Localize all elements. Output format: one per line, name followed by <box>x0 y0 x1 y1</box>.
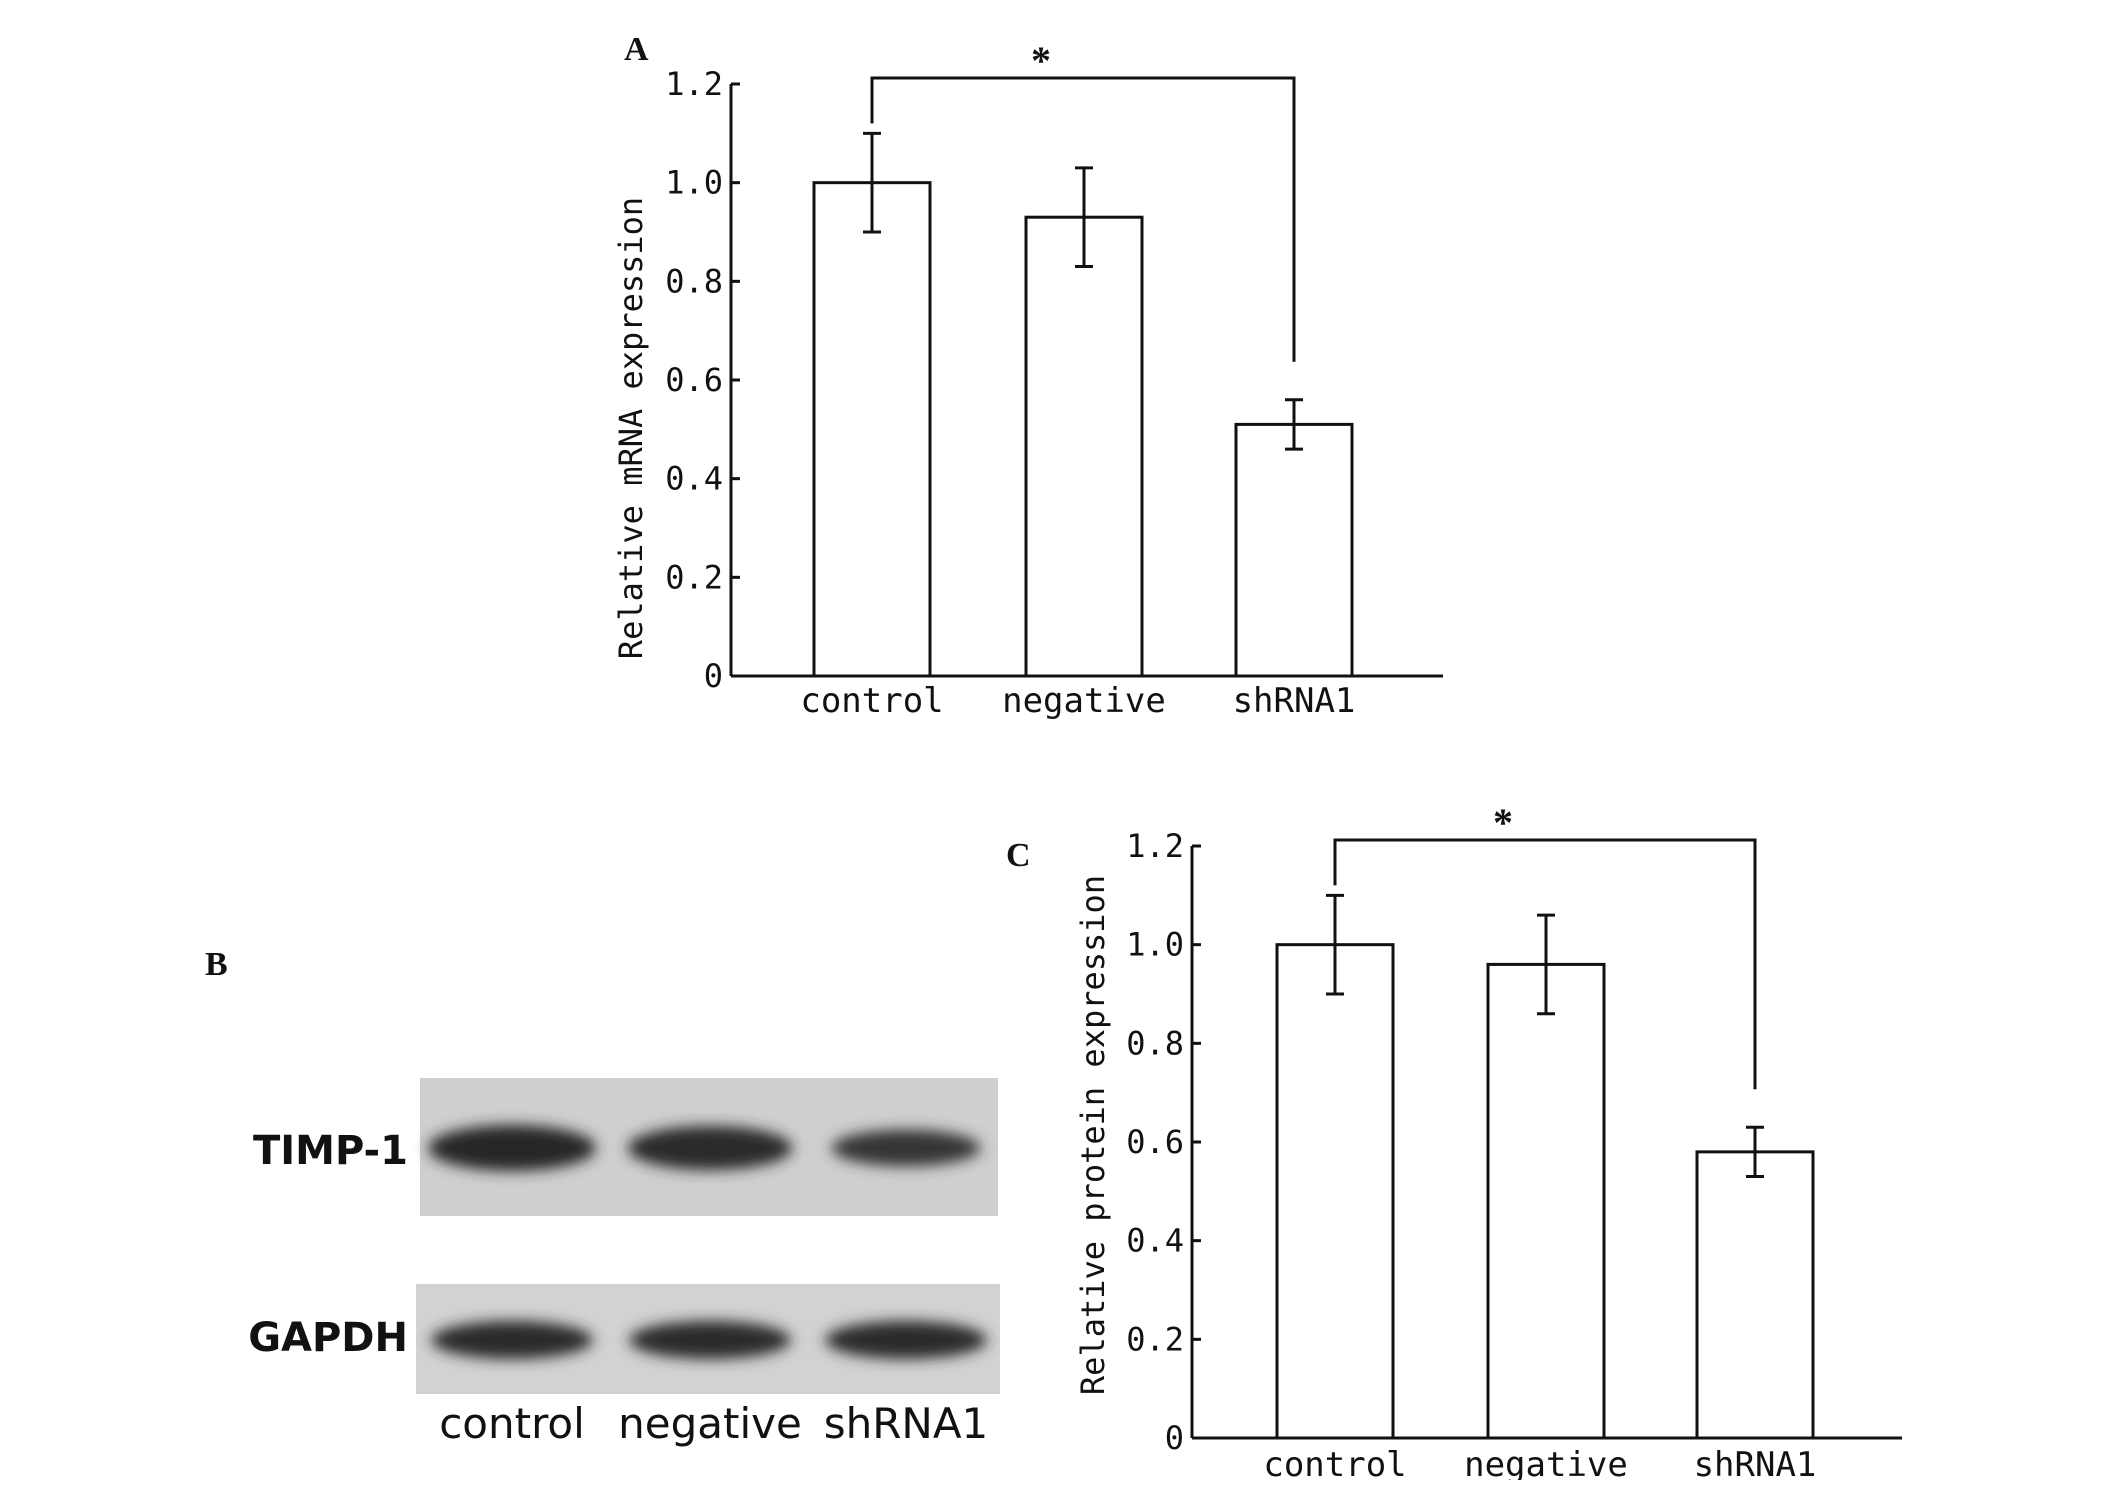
chart-c: Relative protein expression 0 0.2 0.4 0.6 0.… <box>1074 800 1902 1485</box>
blot-label-gapdh: GAPDH <box>248 1315 408 1361</box>
chart-a-y-tick-label: 0 <box>704 657 723 695</box>
chart-c-y-tick-label: 0 <box>1165 1419 1184 1457</box>
chart-c-significance-star: * <box>1493 800 1513 845</box>
chart-a-y-tick-label: 0.4 <box>665 460 723 498</box>
blot-lane-label-control: control <box>439 1399 585 1448</box>
chart-c-y-axis-title: Relative protein expression <box>1074 875 1112 1395</box>
blot-band-timp-1-control <box>428 1125 596 1171</box>
chart-c-y-tick-label: 0.2 <box>1126 1320 1184 1358</box>
chart-a-x-tick-label-shrna1: shRNA1 <box>1233 681 1356 721</box>
chart-c-y-tick-label: 1.2 <box>1126 827 1184 865</box>
chart-c-bar-shrna1 <box>1695 1150 1815 1440</box>
blot-band-gapdh-shrna1 <box>825 1320 987 1360</box>
chart-a-bar-negative <box>1024 215 1144 678</box>
chart-c-y-tick-label: 0.4 <box>1126 1222 1184 1260</box>
chart-a: Relative mRNA expression 0 0.2 0.4 0.6 0.8 1.… <box>612 38 1443 721</box>
blot-band-timp-1-shrna1 <box>831 1129 981 1167</box>
blot-band-gapdh-negative <box>629 1320 791 1360</box>
blot-band-timp-1-negative <box>627 1125 793 1171</box>
chart-a-x-tick-label-negative: negative <box>1002 681 1166 721</box>
chart-c-y-tick-label: 1.0 <box>1126 926 1184 964</box>
blot-label-timp1: TIMP-1 <box>253 1128 408 1174</box>
chart-a-bar-control <box>812 181 932 678</box>
blot-bands <box>428 1125 987 1360</box>
blot-lane-label-shrna1: shRNA1 <box>824 1399 989 1448</box>
blot-band-gapdh-control <box>431 1320 593 1360</box>
chart-c-significance-bracket <box>1333 838 1757 1090</box>
chart-a-x-tick-label-control: control <box>800 681 943 721</box>
chart-a-y-tick-label: 1.0 <box>665 164 723 202</box>
blot-lane-label-negative: negative <box>618 1399 802 1448</box>
chart-c-x-tick-label-control: control <box>1263 1445 1406 1480</box>
chart-c-bar-control <box>1275 943 1395 1440</box>
chart-c-x-tick-label-shrna1: shRNA1 <box>1694 1445 1817 1480</box>
panel-letter-b: B <box>205 946 228 983</box>
western-blot: TIMP-1 GAPDH control negative shRNA1 <box>248 1078 1000 1448</box>
chart-a-bar-shrna1 <box>1234 422 1354 678</box>
chart-c-bar-negative <box>1486 962 1606 1440</box>
chart-a-y-tick-label: 0.8 <box>665 262 723 300</box>
chart-a-y-tick-label: 0.6 <box>665 361 723 399</box>
chart-a-y-tick-label: 0.2 <box>665 558 723 596</box>
chart-a-y-tick-label: 1.2 <box>665 65 723 103</box>
chart-a-significance-bracket <box>870 76 1296 362</box>
chart-c-y-tick-label: 0.8 <box>1126 1024 1184 1062</box>
chart-a-significance-star: * <box>1031 38 1051 83</box>
panel-letter-a: A <box>624 31 649 68</box>
chart-c-x-tick-label-negative: negative <box>1464 1445 1628 1480</box>
panel-letter-c: C <box>1006 837 1031 874</box>
chart-a-y-axis-title: Relative mRNA expression <box>612 197 650 659</box>
chart-c-y-tick-label: 0.6 <box>1126 1123 1184 1161</box>
